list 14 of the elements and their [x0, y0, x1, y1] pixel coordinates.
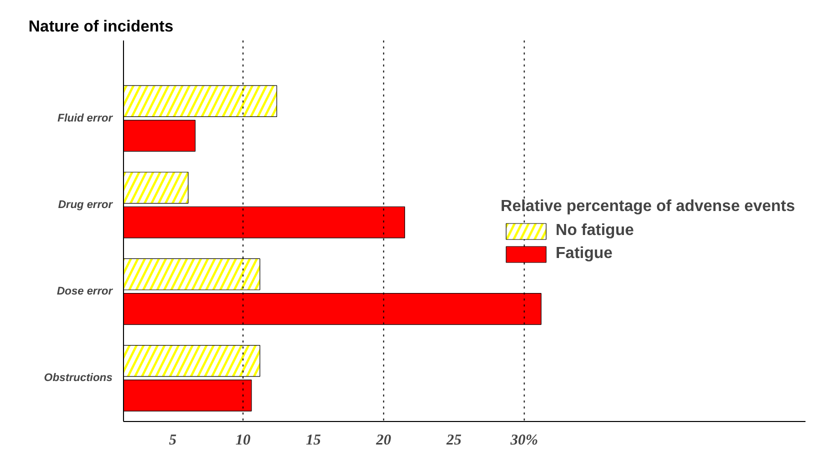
x-tick-label: 5: [168, 432, 177, 448]
x-tick-label: 25: [445, 432, 462, 448]
y-tick-label: Dose error: [56, 286, 114, 298]
x-tick-label: 20: [375, 432, 392, 448]
x-tick-label: 15: [306, 432, 322, 448]
y-tick-label: Fluid error: [57, 112, 114, 124]
legend-label: Fatigue: [556, 244, 613, 262]
y-tick-label: Drug error: [58, 199, 114, 212]
y-tick-label: Obstructions: [44, 372, 113, 384]
chart-title: Nature of incidents: [28, 18, 174, 36]
legend-label: No fatigue: [556, 222, 634, 240]
legend-title: Relative percentage of advense events: [500, 198, 795, 216]
x-tick-label: 10: [236, 432, 252, 448]
x-tick-label: 30%: [510, 432, 538, 448]
